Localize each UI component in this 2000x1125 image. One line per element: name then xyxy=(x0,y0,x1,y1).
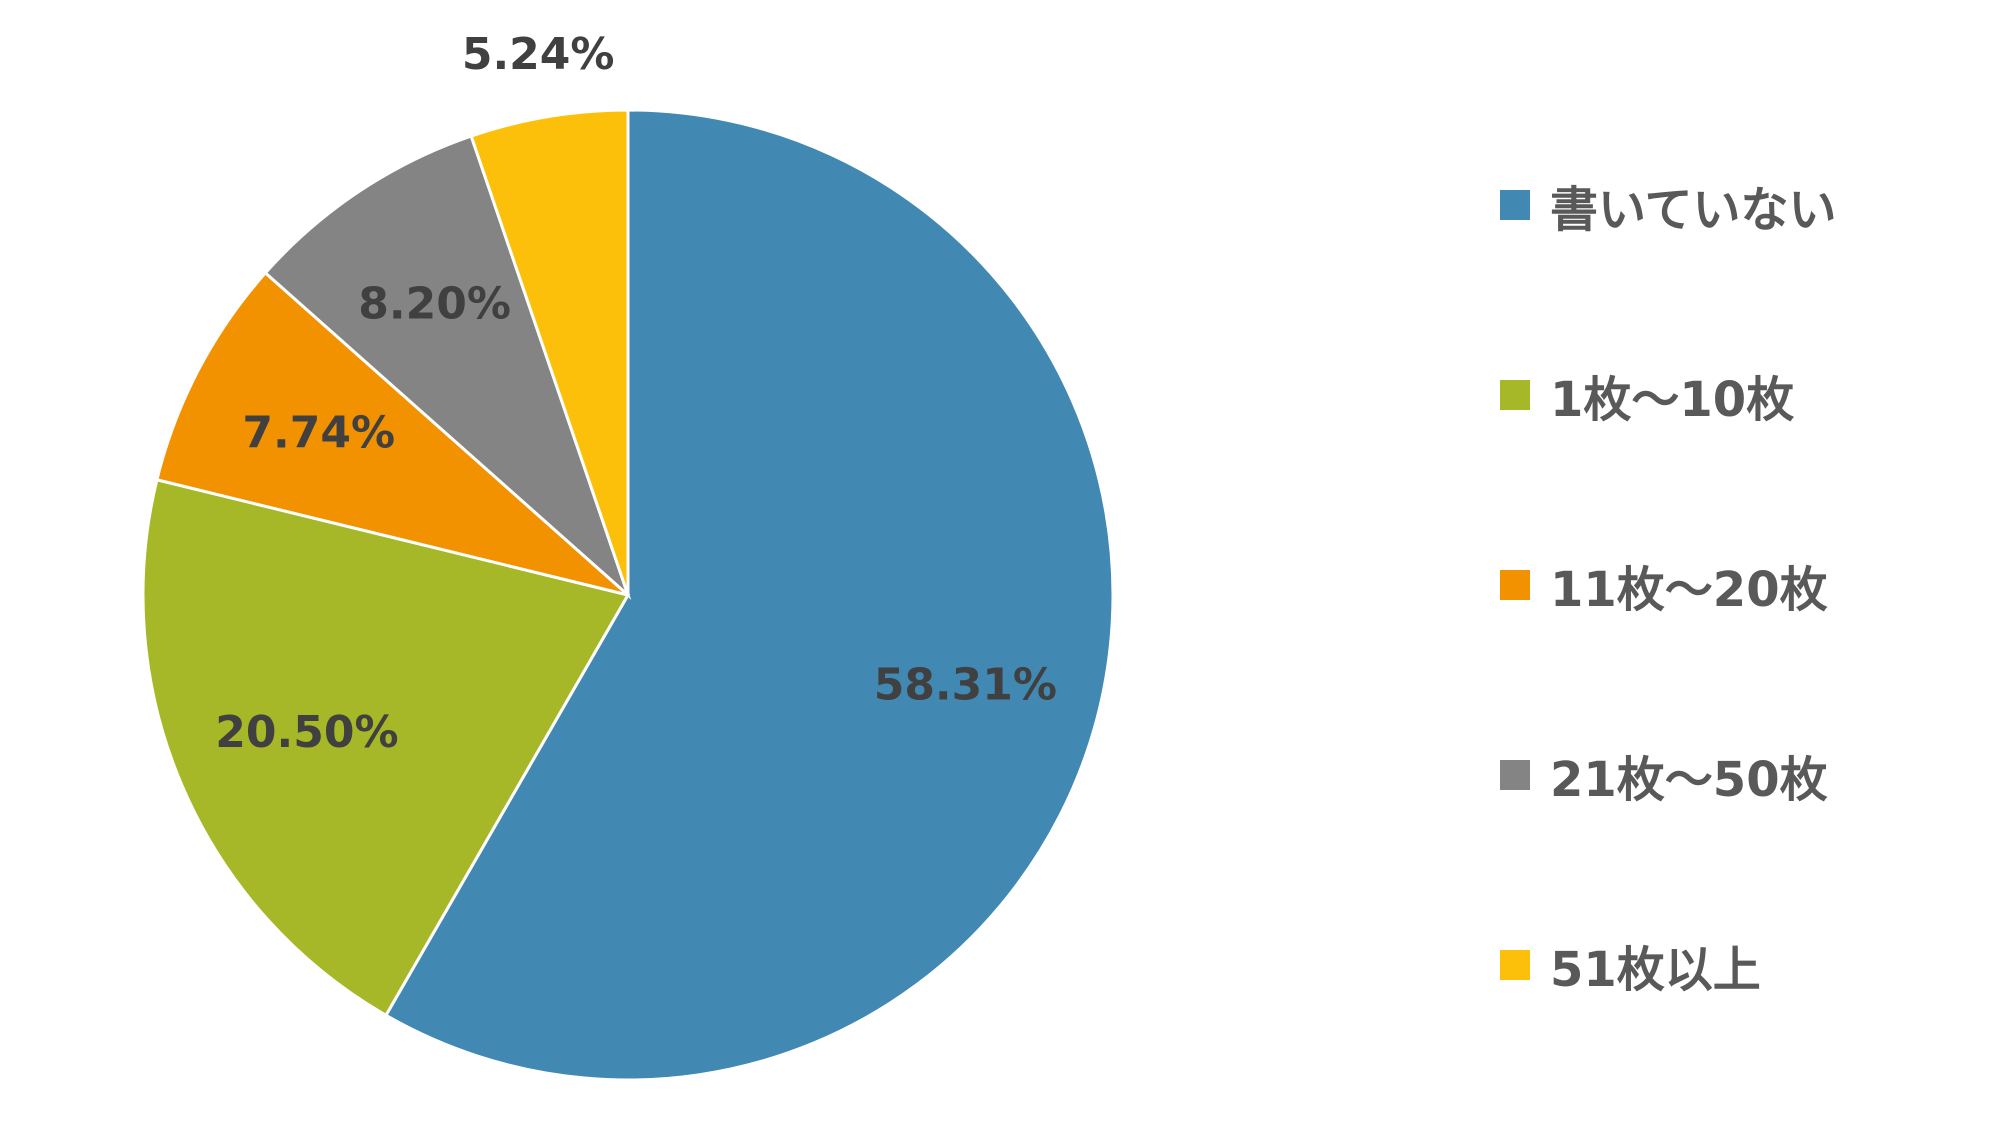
legend-item-3: 11枚～20枚 xyxy=(1500,550,1828,620)
data-label-4: 8.20% xyxy=(358,279,511,330)
legend-swatch xyxy=(1500,380,1530,410)
legend-label: 書いていない xyxy=(1550,182,1837,238)
pie-slice-4 xyxy=(263,134,632,600)
data-label-1: 58.31% xyxy=(874,660,1057,711)
legend-swatch xyxy=(1500,570,1530,600)
legend-label: 51枚以上 xyxy=(1550,942,1761,998)
legend-label: 11枚～20枚 xyxy=(1550,562,1828,618)
legend-label: 21枚～50枚 xyxy=(1550,752,1828,808)
pie-slices xyxy=(141,108,1115,1082)
legend-item-5: 51枚以上 xyxy=(1500,930,1761,1000)
legend-label: 1枚～10枚 xyxy=(1550,372,1795,428)
pie-slice-1 xyxy=(383,108,1115,1082)
legend-item-1: 書いていない xyxy=(1500,170,1837,240)
pie-slice-2 xyxy=(141,477,631,1018)
data-label-2: 20.50% xyxy=(215,707,398,758)
pie-slice-3 xyxy=(155,270,629,597)
legend-swatch xyxy=(1500,190,1530,220)
legend-swatch xyxy=(1500,760,1530,790)
legend-item-4: 21枚～50枚 xyxy=(1500,740,1828,810)
legend-item-2: 1枚～10枚 xyxy=(1500,360,1794,430)
data-label-5: 5.24% xyxy=(462,29,615,80)
legend-swatch xyxy=(1500,950,1530,980)
pie-data-labels: 58.31% 20.50% 7.74% 8.20% 5.24% xyxy=(215,29,1057,758)
pie-slice-5 xyxy=(469,108,630,596)
data-label-3: 7.74% xyxy=(242,407,395,458)
